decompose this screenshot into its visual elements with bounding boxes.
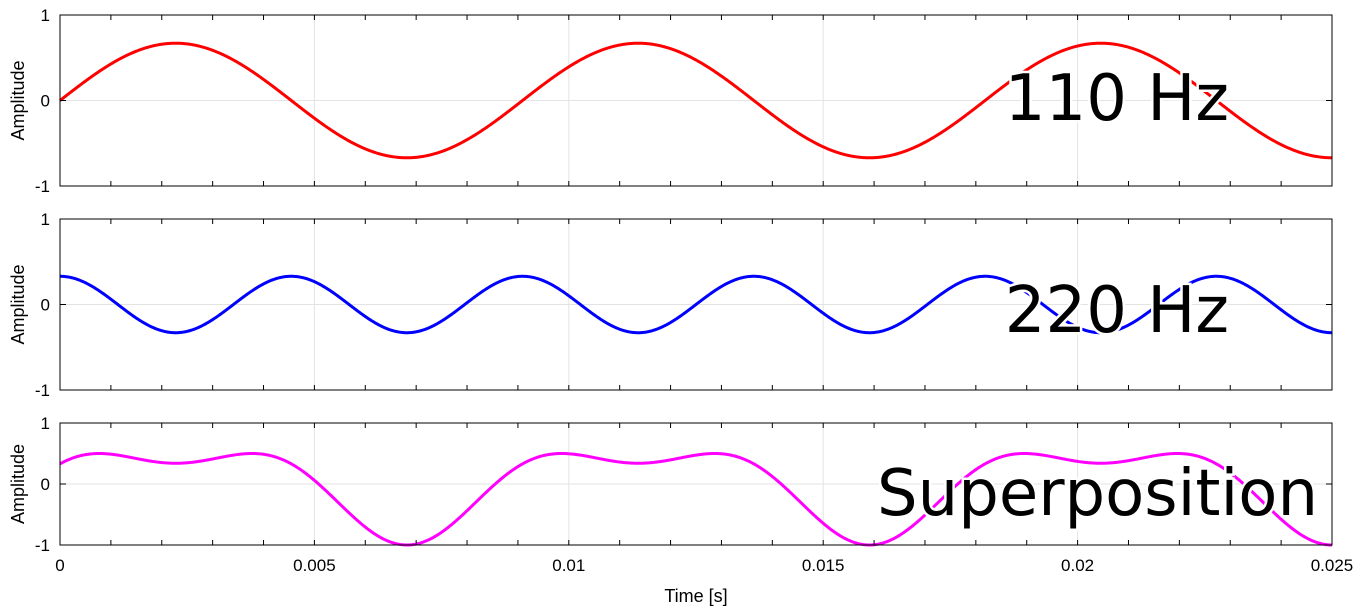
y-tick-label: -1 [35,381,50,400]
series-line-1-1 [59,41,1333,160]
panel-2: 1 0 -1 Amplitude 220 Hz [8,210,1333,400]
x-tick-label: 0.025 [1311,556,1354,575]
y-axis-label: Amplitude [8,264,28,344]
panel-title: 220 Hz [1005,274,1229,348]
y-axis-label: Amplitude [8,60,28,140]
y-tick-label: -1 [35,177,50,196]
y-tick-label: 0 [41,475,50,494]
y-tick-label: 1 [41,414,50,433]
series-line-3-1 [59,452,1333,547]
panel-1: 1 0 -1 Amplitude 110 Hz [8,6,1333,196]
y-tick-label: 0 [41,296,50,315]
y-tick-label: 1 [41,210,50,229]
x-axis-label: Time [s] [664,586,727,606]
series-line-2-1 [59,274,1333,335]
panel-3: 1 0 -1 Amplitude 0 0.005 0.01 0.015 0.02 0.025 Tim… [8,414,1353,606]
panel-title: Superposition [877,457,1318,531]
y-tick-label: -1 [35,536,50,555]
x-tick-label: 0.015 [802,556,845,575]
x-tick-label: 0 [55,556,64,575]
panel-title: 110 Hz [1005,62,1229,136]
y-tick-label: 1 [41,6,50,25]
y-axis-label: Amplitude [8,444,28,524]
y-tick-label: 0 [41,92,50,111]
x-tick-label: 0.005 [293,556,336,575]
x-tick-label: 0.02 [1061,556,1094,575]
x-tick-label: 0.01 [552,556,585,575]
